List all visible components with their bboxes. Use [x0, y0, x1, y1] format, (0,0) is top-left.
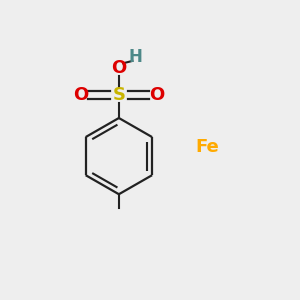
Text: O: O: [73, 86, 88, 104]
Text: S: S: [112, 86, 125, 104]
Text: O: O: [150, 86, 165, 104]
Text: Fe: Fe: [195, 138, 219, 156]
Text: O: O: [111, 59, 127, 77]
Text: H: H: [128, 48, 142, 66]
